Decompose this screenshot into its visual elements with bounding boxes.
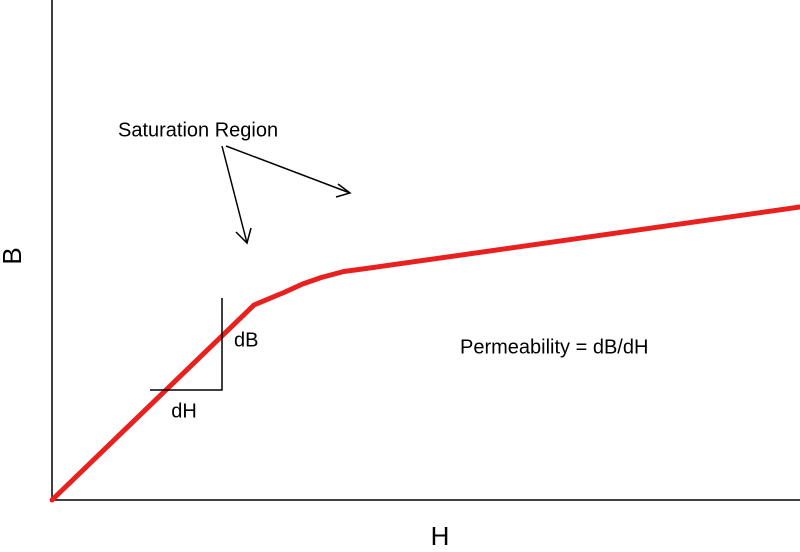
permeability-label: Permeability = dB/dH [460,336,648,358]
arrow-to-saturation [225,145,352,198]
dH-label: dH [171,400,197,422]
x-axis-label: H [431,521,450,551]
bh-curve-line [49,204,800,503]
dB-label: dB [234,329,258,351]
y-axis-label: B [0,247,27,264]
saturation-region-label: Saturation Region [118,119,278,141]
arrow-to-knee [221,145,252,245]
slope-triangle [150,298,223,391]
